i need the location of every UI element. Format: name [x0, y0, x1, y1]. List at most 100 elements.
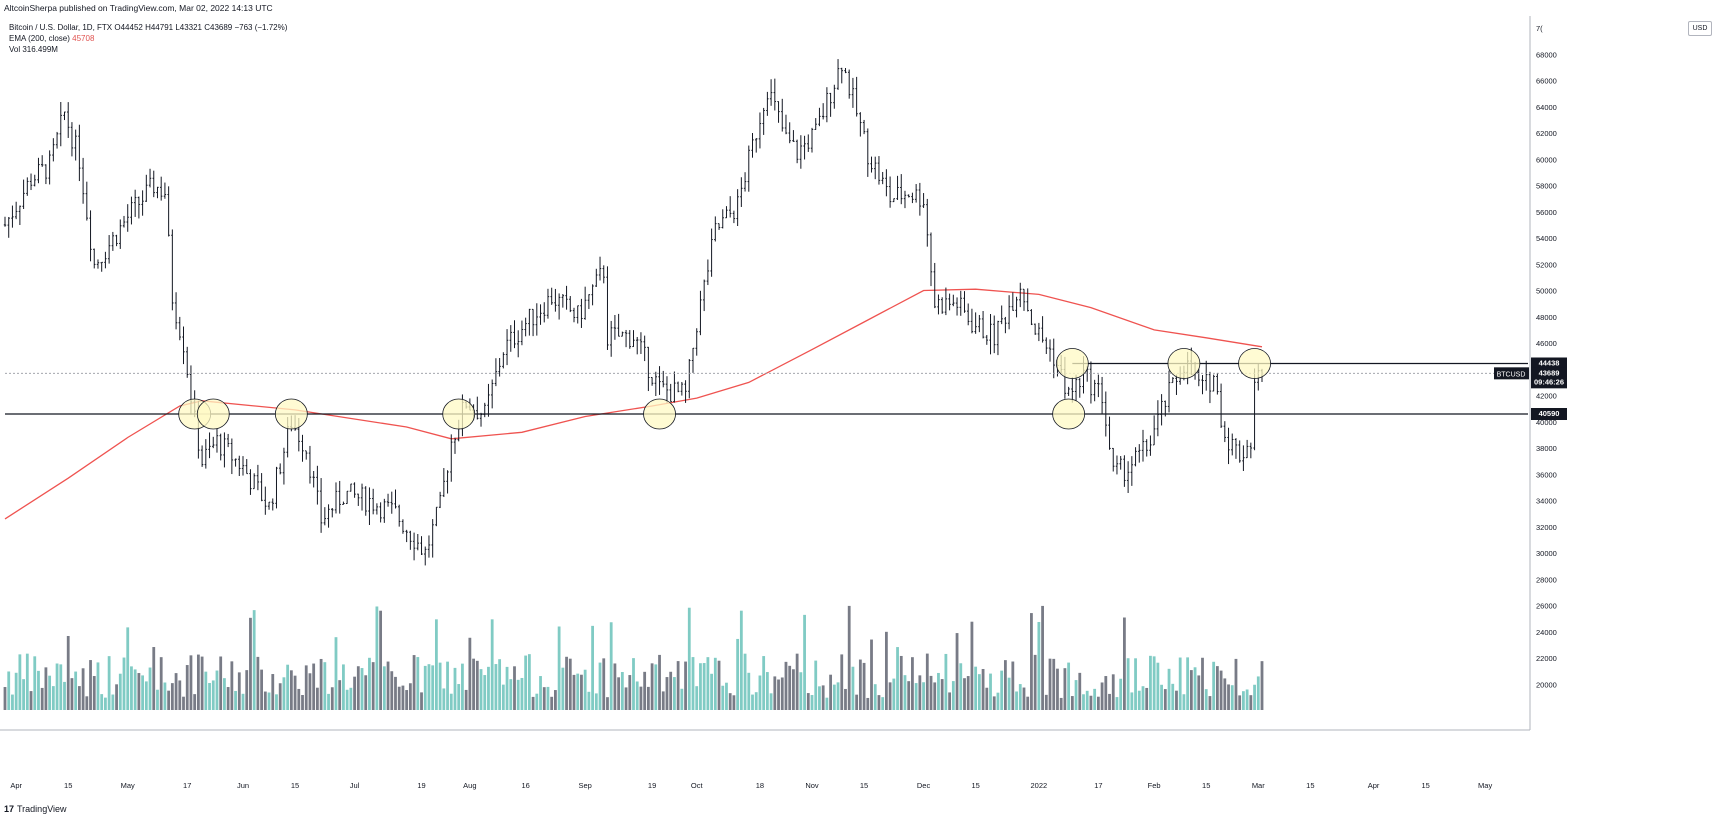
volume-bar: [795, 653, 799, 710]
currency-badge[interactable]: USD: [1688, 21, 1712, 36]
volume-bar: [1245, 689, 1249, 710]
volume-bar: [1000, 670, 1004, 710]
volume-bar: [918, 675, 922, 710]
volume-bar: [806, 693, 810, 710]
volume-bar: [966, 676, 970, 710]
volume-bar: [639, 686, 643, 710]
volume-bar: [661, 691, 665, 710]
volume-bar: [628, 675, 632, 710]
volume-bar: [89, 660, 92, 710]
volume-bar: [315, 687, 319, 710]
volume-bar: [163, 682, 167, 710]
volume-bar: [25, 653, 29, 710]
x-tick-label: 15: [971, 781, 979, 790]
y-tick-label: 32000: [1536, 523, 1557, 532]
volume-bar: [524, 655, 528, 710]
volume-bar: [580, 674, 583, 710]
x-tick-label: 2022: [1031, 781, 1048, 790]
volume-bar: [792, 669, 795, 710]
volume-bar: [1160, 684, 1163, 710]
volume-bar: [977, 674, 981, 710]
volume-bar: [215, 670, 219, 710]
volume-bar: [74, 671, 78, 710]
volume-bar: [996, 692, 1000, 710]
volume-bar: [1037, 621, 1041, 710]
symbol-badge-bg: [1494, 367, 1529, 380]
chart-legend: Bitcoin / U.S. Dollar, 1D, FTX O44452 H4…: [9, 22, 287, 55]
legend-symbol[interactable]: Bitcoin / U.S. Dollar, 1D, FTX: [9, 23, 113, 32]
y-tick-label: 42000: [1536, 392, 1557, 401]
volume-bar: [888, 682, 892, 710]
y-tick-label: 40000: [1536, 418, 1557, 427]
volume-bar: [256, 656, 260, 710]
volume-bar: [390, 671, 394, 710]
y-tick-label: 50000: [1536, 287, 1557, 296]
x-tick-label: Feb: [1148, 781, 1161, 790]
volume-bar: [881, 697, 885, 710]
volume-bar: [1104, 676, 1108, 710]
volume-bar: [126, 627, 130, 710]
x-tick-label: 18: [756, 781, 764, 790]
volume-bar: [96, 662, 100, 710]
volume-bar: [606, 697, 609, 710]
volume-bar: [81, 668, 85, 710]
volume-bar: [1219, 670, 1223, 710]
volume-bar: [844, 688, 847, 710]
volume-bar: [1089, 695, 1093, 710]
volume-bar: [182, 696, 185, 710]
volume-bar: [1163, 689, 1167, 710]
volume-bar: [33, 656, 37, 710]
volume-bar: [1171, 683, 1175, 710]
volume-bar: [650, 663, 654, 710]
volume-bar: [617, 677, 621, 710]
volume-bar: [542, 687, 546, 710]
volume-bar: [1048, 658, 1052, 710]
y-tick-label: 62000: [1536, 129, 1557, 138]
x-tick-label: May: [1478, 781, 1492, 790]
volume-bar: [1108, 693, 1111, 710]
y-tick-label: 58000: [1536, 182, 1557, 191]
y-tick-label: 46000: [1536, 339, 1557, 348]
volume-bar: [1152, 656, 1156, 710]
y-tick-label: 28000: [1536, 575, 1557, 584]
x-tick-label: 15: [860, 781, 868, 790]
volume-bar: [955, 633, 959, 710]
volume-bar: [699, 663, 702, 710]
volume-bar: [312, 663, 316, 710]
volume-bar: [937, 672, 940, 710]
volume-bar: [148, 667, 152, 710]
volume-bar: [513, 666, 516, 710]
volume-bar: [877, 695, 881, 710]
volume-bar: [550, 696, 554, 710]
x-tick-label: Apr: [10, 781, 22, 790]
volume-bar: [159, 657, 163, 710]
volume-bar: [349, 687, 353, 710]
volume-bar: [483, 675, 487, 710]
volume-bar: [386, 661, 390, 710]
volume-bar: [873, 684, 877, 710]
symbol-badge: BTCUSD: [1494, 367, 1529, 380]
volume-bar: [48, 675, 52, 710]
volume-bar: [442, 688, 446, 710]
volume-bar: [453, 667, 457, 710]
chart-canvas[interactable]: 20000 22000 24000 26000 28000 30000 32000 34000…: [0, 0, 1718, 800]
volume-bar: [773, 676, 777, 710]
volume-bar: [539, 676, 542, 710]
x-tick-label: 17: [1094, 781, 1102, 790]
volume-bar: [658, 654, 661, 710]
volume-bar: [237, 672, 241, 710]
volume-bar: [911, 657, 914, 710]
volume-bar: [1030, 613, 1033, 710]
volume-bar: [576, 673, 580, 710]
volume-bar: [498, 659, 502, 710]
volume-bar: [1201, 657, 1204, 710]
volume-bar: [66, 635, 70, 710]
volume-bar: [252, 610, 256, 710]
legend-ema-label[interactable]: EMA (200, close): [9, 34, 70, 43]
volume-bar: [1003, 660, 1007, 710]
volume-bar: [11, 694, 14, 710]
footer-brand[interactable]: TradingView: [17, 804, 67, 814]
y-tick-label: 68000: [1536, 50, 1557, 59]
volume-bar: [178, 680, 182, 710]
legend-vol-label[interactable]: Vol: [9, 45, 21, 54]
